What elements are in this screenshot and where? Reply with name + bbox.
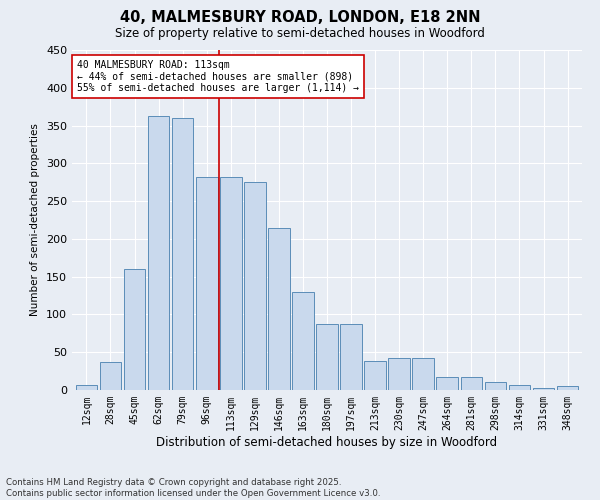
Bar (485, 382, 506, 390)
Bar (76, 384, 97, 390)
Bar (533, 388, 554, 390)
Bar (364, 362, 386, 390)
Text: 40, MALMESBURY ROAD, LONDON, E18 2NN: 40, MALMESBURY ROAD, LONDON, E18 2NN (120, 10, 480, 25)
Bar (268, 228, 290, 390)
Y-axis label: Number of semi-detached properties: Number of semi-detached properties (31, 124, 40, 316)
Bar (388, 358, 410, 390)
Bar (124, 269, 145, 390)
Bar (509, 386, 530, 390)
Bar (340, 324, 362, 390)
Text: Contains HM Land Registry data © Crown copyright and database right 2025.
Contai: Contains HM Land Registry data © Crown c… (6, 478, 380, 498)
Text: 40 MALMESBURY ROAD: 113sqm
← 44% of semi-detached houses are smaller (898)
55% o: 40 MALMESBURY ROAD: 113sqm ← 44% of semi… (77, 60, 359, 94)
Bar (436, 377, 458, 390)
Bar (148, 116, 169, 390)
Bar (244, 182, 266, 390)
Bar (316, 324, 338, 390)
Bar (172, 118, 193, 390)
X-axis label: Distribution of semi-detached houses by size in Woodford: Distribution of semi-detached houses by … (157, 436, 497, 448)
Bar (220, 177, 242, 390)
Bar (461, 377, 482, 390)
Bar (196, 177, 218, 390)
Bar (557, 386, 578, 390)
Bar (412, 358, 434, 390)
Bar (100, 362, 121, 390)
Bar (292, 292, 314, 390)
Text: Size of property relative to semi-detached houses in Woodford: Size of property relative to semi-detach… (115, 28, 485, 40)
